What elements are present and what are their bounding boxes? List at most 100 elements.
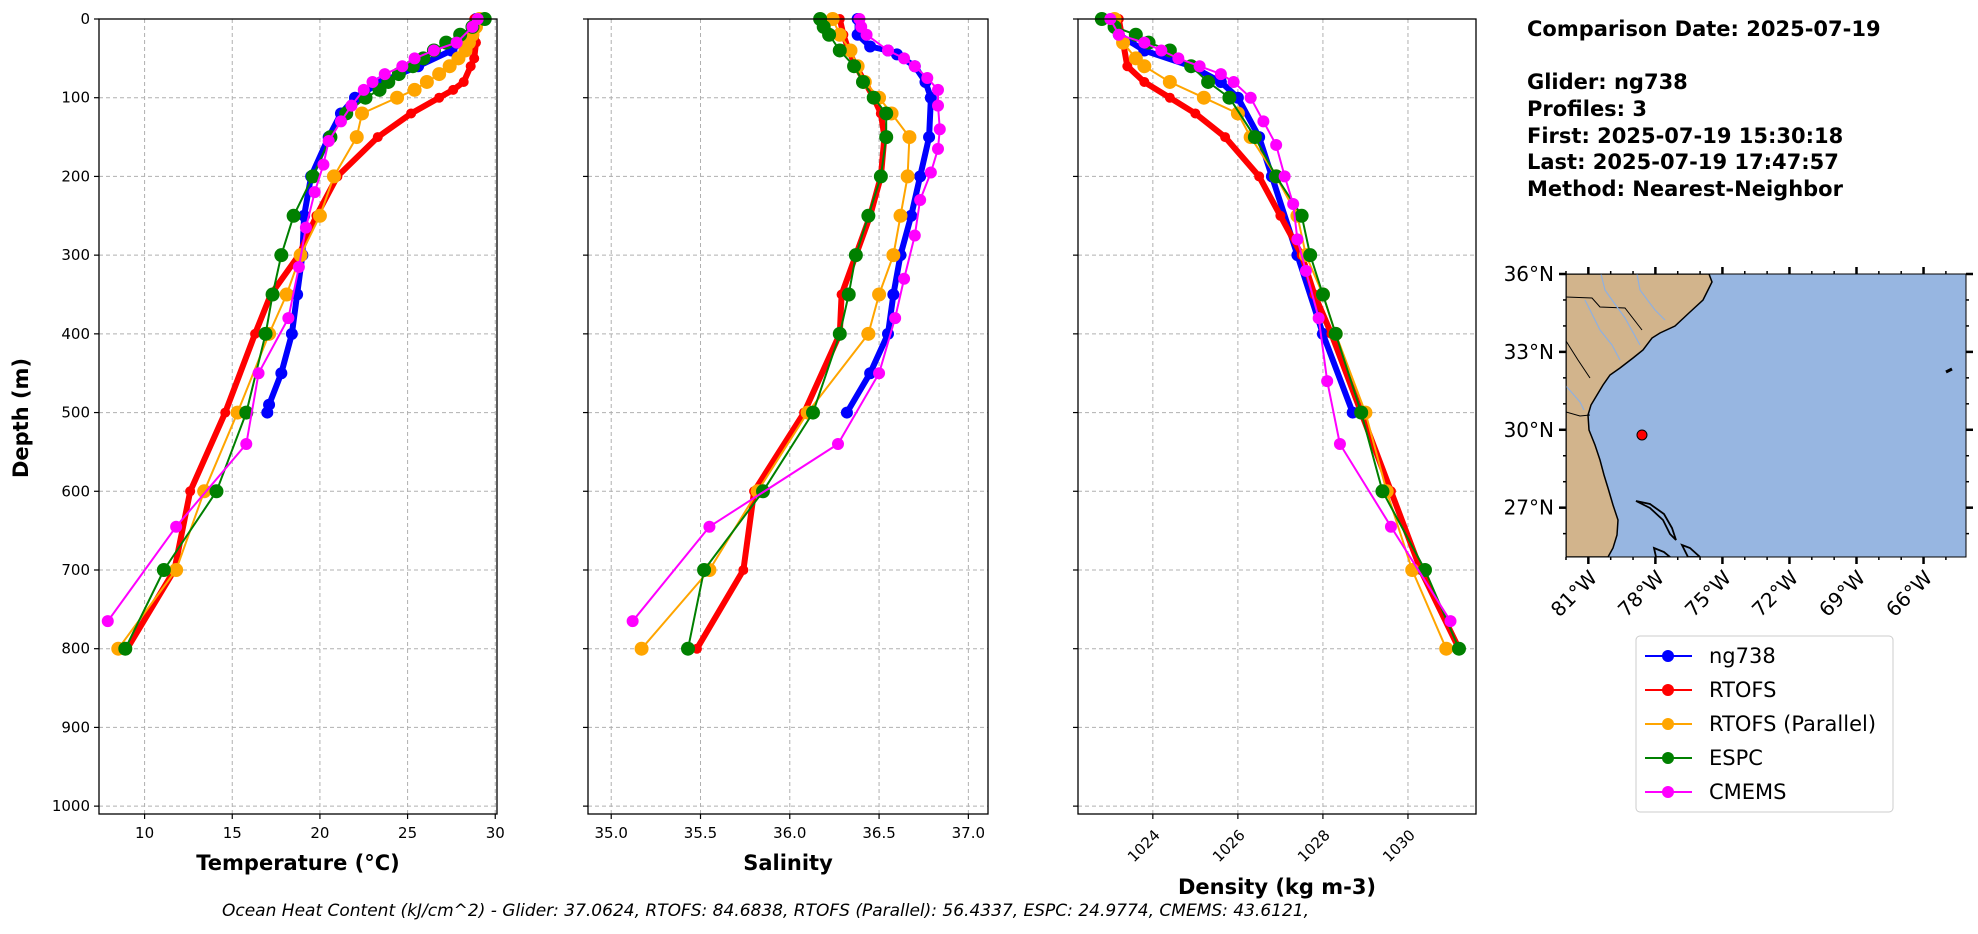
data-point-rtofs-parallel (893, 208, 908, 223)
data-point-espc (1222, 90, 1237, 105)
data-point-ng738 (923, 131, 936, 144)
data-point-rtofs (434, 92, 445, 103)
y-axis-label: Depth (m) (9, 358, 33, 478)
panel-temperature-c: 0 100 200 300 400 500 600 700 800 900 1000 10 15 20 25… (52, 10, 505, 875)
data-point-cmems (1172, 52, 1185, 65)
y-tick-label: 1000 (52, 797, 90, 815)
legend-item-rtofs-parallel: RTOFS (Parallel) (1645, 712, 1876, 736)
data-point-espc (416, 51, 431, 66)
map-lat-label: 36°N (1504, 262, 1554, 286)
y-tick-label: 700 (61, 561, 90, 579)
data-point-espc (832, 43, 847, 58)
data-point-rtofs-parallel (1137, 59, 1152, 74)
map-lat-label: 33°N (1504, 340, 1554, 364)
data-point-rtofs-parallel (861, 326, 876, 341)
y-tick-label: 300 (61, 246, 90, 264)
data-point-ng738 (261, 406, 274, 419)
series-line-ng738 (264, 18, 479, 414)
series-ng738 (1108, 13, 1359, 419)
data-point-cmems (240, 438, 253, 451)
data-point-ng738 (864, 367, 877, 380)
x-tick-label: 1024 (1124, 826, 1164, 866)
data-point-rtofs (738, 564, 749, 575)
map-state-border (1566, 296, 1643, 331)
data-point-rtofs (448, 84, 459, 95)
data-point-espc (118, 641, 133, 656)
ocean-heat-content-footer: Ocean Heat Content (kJ/cm^2) - Glider: 3… (222, 901, 1309, 921)
data-point-espc (286, 208, 301, 223)
x-tick-label: 36.0 (773, 824, 806, 842)
data-point-cmems (345, 99, 358, 112)
y-tick-label: 600 (61, 482, 90, 500)
data-point-rtofs-parallel (312, 208, 327, 223)
legend: ng738 RTOFS RTOFS (Parallel) ESPC CMEMS (1635, 635, 1894, 813)
map-lat-label: 30°N (1504, 418, 1554, 442)
data-point-rtofs-parallel (843, 43, 858, 58)
map-lon-label: 72°W (1747, 565, 1803, 621)
data-point-cmems (882, 44, 894, 57)
data-point-espc (879, 106, 894, 121)
data-point-cmems (101, 615, 114, 628)
data-point-rtofs-parallel (419, 74, 434, 89)
data-point-rtofs-parallel (832, 27, 847, 42)
x-tick-label: 20 (310, 824, 329, 842)
data-point-rtofs-parallel (886, 248, 901, 263)
series-cmems (626, 13, 946, 628)
data-point-espc (861, 208, 876, 223)
data-point-rtofs (220, 407, 231, 418)
data-point-cmems (873, 367, 886, 380)
data-point-cmems (626, 615, 639, 628)
data-point-espc (873, 169, 888, 184)
data-point-cmems (466, 20, 479, 33)
legend-marker (1662, 718, 1674, 730)
info-method: Method: Nearest-Neighbor (1527, 177, 1844, 201)
data-point-rtofs-parallel (442, 59, 457, 74)
data-point-cmems (908, 229, 921, 242)
x-tick-label: 10 (135, 824, 154, 842)
panel-salinity: 35.0 35.5 36.0 36.5 37.0 Salinity (583, 12, 989, 875)
data-point-cmems (322, 135, 335, 148)
x-tick-label: 30 (486, 824, 505, 842)
data-point-rtofs (1190, 108, 1201, 119)
data-point-espc (1269, 169, 1284, 184)
axes-frame (1077, 18, 1477, 815)
data-point-cmems (299, 221, 312, 234)
data-point-cmems (1312, 312, 1325, 325)
info-profiles: Profiles: 3 (1527, 97, 1647, 121)
data-point-cmems (889, 312, 902, 325)
data-point-cmems (703, 520, 716, 533)
data-point-ng738 (864, 40, 877, 53)
map-frame (1565, 273, 1967, 558)
data-point-cmems (1278, 170, 1291, 183)
data-point-rtofs-parallel (326, 169, 341, 184)
data-point-espc (866, 90, 881, 105)
data-point-espc (856, 74, 870, 89)
data-point-cmems (898, 272, 911, 285)
data-point-rtofs-parallel (279, 287, 294, 302)
data-point-espc (1303, 248, 1318, 263)
data-point-espc (832, 326, 847, 341)
data-point-rtofs-parallel (169, 562, 184, 577)
data-point-ng738 (924, 91, 937, 104)
data-point-rtofs (372, 132, 383, 143)
data-point-cmems (1112, 28, 1125, 41)
legend-label: RTOFS (1709, 678, 1776, 702)
data-point-cmems (357, 83, 370, 96)
data-point-cmems (1444, 615, 1457, 628)
data-point-cmems (1270, 138, 1283, 151)
map: 81°W 78°W 75°W 72°W 69°W 66°W 36°N 33°N 30°N 27°N (1504, 262, 1973, 622)
data-point-ng738 (905, 209, 918, 222)
data-point-cmems (1291, 233, 1304, 246)
data-point-rtofs-parallel (197, 484, 212, 499)
map-state-border (1566, 340, 1591, 379)
data-point-rtofs (465, 61, 476, 72)
glider-position-marker[interactable] (1636, 429, 1648, 441)
data-point-rtofs (1254, 171, 1265, 182)
data-point-rtofs (1164, 92, 1175, 103)
info-last: Last: 2025-07-19 17:47:57 (1527, 150, 1839, 174)
axes-frame (587, 18, 989, 815)
data-point-cmems (408, 52, 421, 65)
x-tick-label: 15 (223, 824, 242, 842)
